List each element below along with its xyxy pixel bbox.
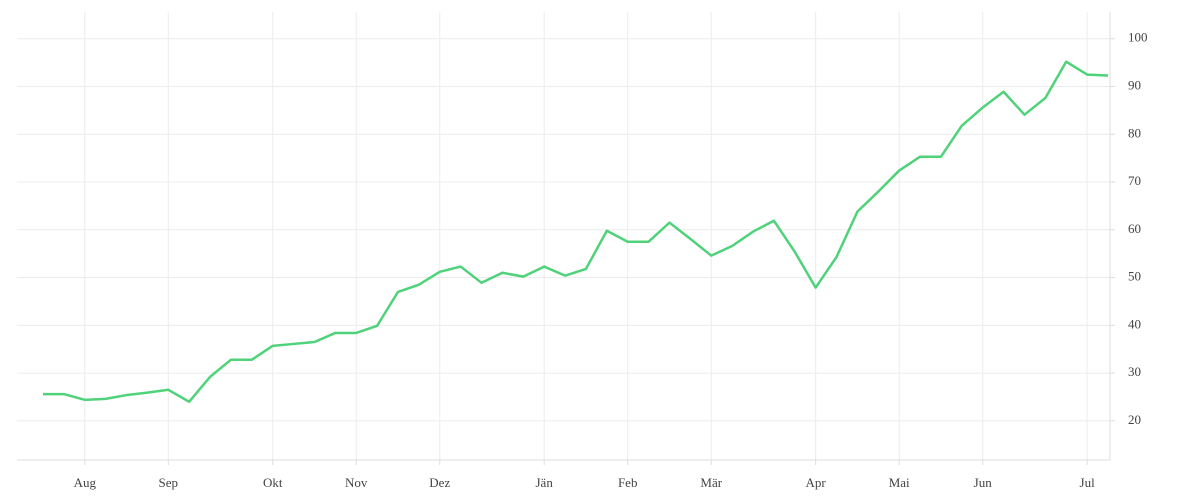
x-tick-label: Sep: [159, 475, 179, 490]
x-tick-label: Okt: [263, 475, 283, 490]
x-tick-label: Jul: [1080, 475, 1096, 490]
x-tick-label: Feb: [618, 475, 638, 490]
x-tick-label: Jän: [536, 475, 554, 490]
y-tick-label: 80: [1128, 125, 1141, 140]
y-tick-label: 100: [1128, 30, 1148, 45]
y-tick-label: 90: [1128, 77, 1141, 92]
x-tick-label: Dez: [429, 475, 450, 490]
y-tick-label: 30: [1128, 364, 1141, 379]
line-series: [43, 60, 1109, 403]
x-tick-label: Mai: [889, 475, 910, 490]
x-tick-label: Apr: [806, 475, 827, 490]
y-tick-label: 50: [1128, 269, 1141, 284]
x-tick-label: Mär: [700, 475, 722, 490]
y-tick-label: 40: [1128, 316, 1141, 331]
y-tick-label: 20: [1128, 412, 1141, 427]
x-tick-label: Aug: [74, 475, 97, 490]
y-tick-label: 60: [1128, 221, 1141, 236]
x-tick-label: Nov: [345, 475, 368, 490]
y-tick-label: 70: [1128, 173, 1141, 188]
x-tick-label: Jun: [974, 475, 993, 490]
